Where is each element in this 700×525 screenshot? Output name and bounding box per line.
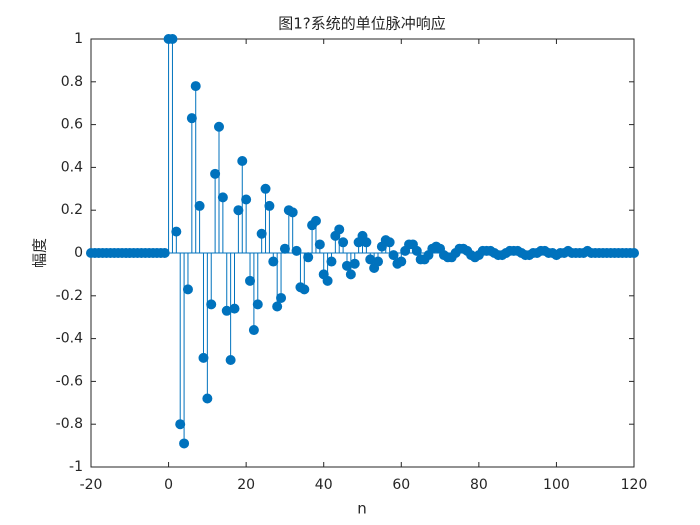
stem-marker: [396, 256, 407, 267]
x-tick-label: 100: [543, 477, 570, 493]
stem-marker: [256, 228, 267, 239]
y-tick-label: 0.2: [61, 202, 83, 218]
x-tick-label: 60: [392, 477, 410, 493]
y-tick-label: 0: [74, 245, 83, 261]
stem-marker: [217, 192, 228, 203]
stem-marker: [175, 419, 186, 430]
stem-marker: [264, 200, 275, 211]
y-tick-label: -0.4: [56, 331, 83, 347]
x-tick-label: 120: [621, 477, 648, 493]
y-tick-label: -0.6: [56, 373, 83, 389]
x-tick-label: 0: [164, 477, 173, 493]
stem-marker: [159, 248, 170, 258]
y-tick-label: -1: [69, 459, 83, 475]
stem-marker: [345, 269, 356, 280]
stem-marker: [202, 393, 213, 404]
x-tick-label: 40: [315, 477, 333, 493]
y-tick-label: 0.6: [61, 117, 83, 133]
stem-marker: [334, 224, 345, 235]
stem-marker: [384, 237, 395, 248]
stem-marker: [291, 245, 302, 256]
stem-marker: [268, 256, 279, 267]
stem-marker: [171, 226, 182, 237]
stem-marker: [314, 239, 325, 250]
x-tick-label: 20: [237, 477, 255, 493]
stem-marker: [388, 250, 399, 261]
stem-marker: [272, 301, 283, 312]
stem-marker: [349, 258, 360, 269]
stem-marker: [279, 243, 290, 254]
stem-marker: [276, 292, 287, 303]
stem-marker: [237, 155, 248, 166]
stem-marker: [287, 207, 298, 218]
x-axis-label: n: [357, 500, 367, 518]
stem-marker: [190, 81, 201, 92]
stem-marker: [210, 168, 221, 179]
y-tick-label: -0.2: [56, 288, 83, 304]
stem-marker: [245, 275, 256, 286]
stem-marker: [252, 299, 263, 310]
stem-marker: [338, 237, 349, 248]
stem-marker: [186, 113, 197, 124]
stem-marker: [213, 121, 224, 132]
stem-marker: [411, 245, 422, 256]
stem-marker: [198, 352, 209, 363]
stem-marker: [303, 252, 314, 263]
stem-marker: [194, 200, 205, 211]
stem-marker: [260, 183, 271, 194]
stem-marker: [182, 284, 193, 295]
x-tick-label: 80: [470, 477, 488, 493]
stem-marker: [373, 256, 384, 267]
stem-marker: [299, 284, 310, 295]
y-axis-label: 幅度: [31, 238, 49, 268]
y-tick-label: 0.4: [61, 159, 83, 175]
stem-marker: [322, 275, 333, 286]
stem-marker: [629, 248, 639, 258]
stem-marker: [179, 438, 190, 449]
y-tick-label: 0.8: [61, 74, 83, 90]
stem-marker: [233, 205, 244, 216]
y-tick-label: -0.8: [56, 416, 83, 432]
stem-marker: [225, 355, 236, 365]
stem-marker: [206, 299, 217, 310]
stem-marker: [361, 237, 372, 248]
chart-title: 图1?系统的单位脉冲响应: [278, 15, 446, 33]
y-tick-label: 1: [74, 31, 83, 47]
stem-marker: [248, 325, 259, 336]
stem-marker: [229, 303, 240, 314]
stem-marker: [167, 34, 178, 44]
stem-marker: [310, 215, 321, 226]
stem-marker: [241, 194, 252, 205]
stem-marker: [326, 256, 337, 267]
x-tick-label: -20: [80, 477, 103, 493]
